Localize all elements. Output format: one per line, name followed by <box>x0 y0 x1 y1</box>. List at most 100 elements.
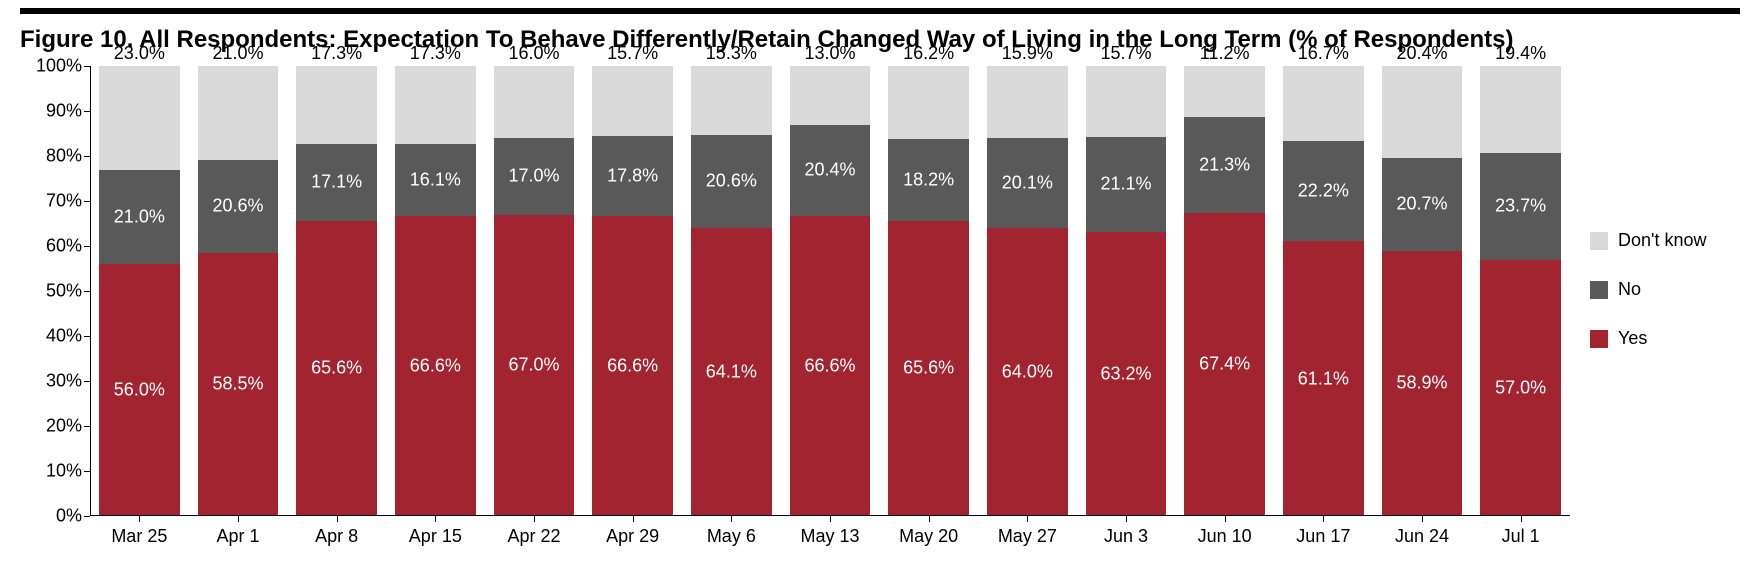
x-tick-label: May 13 <box>800 526 859 547</box>
y-axis: 0%10%20%30%40%50%60%70%80%90%100% <box>0 66 90 516</box>
x-tick-mark <box>731 516 732 522</box>
bar-value-label: 15.7% <box>592 43 673 64</box>
legend-label: Yes <box>1618 328 1647 349</box>
bars-layer: 56.0% 21.0% 23.0% 58.5% 20.6% 21.0% 65.6%17.1%… <box>90 66 1570 516</box>
bar-value-label: 23.7% <box>1480 196 1561 217</box>
bar-value-label: 57.0% <box>1480 377 1561 398</box>
bar-value-label: 15.3% <box>691 43 772 64</box>
x-tick-label: Apr 8 <box>315 526 358 547</box>
bar-group: 65.6%17.1%17.3% <box>296 66 377 516</box>
bar-group: 56.0% 21.0% 23.0% <box>99 66 180 516</box>
y-tick-label: 0% <box>56 506 82 527</box>
x-tick-mark <box>1225 516 1226 522</box>
bar-segment-dont_know: 15.3% <box>691 66 772 135</box>
bar-segment-yes: 56.0% <box>99 264 180 516</box>
x-tick-mark <box>534 516 535 522</box>
bar-segment-dont_know: 15.9% <box>987 66 1068 138</box>
bar-group: 64.1% 20.6% 15.3% <box>691 66 772 516</box>
bar-value-label: 17.0% <box>494 166 575 187</box>
bar-value-label: 21.0% <box>99 206 180 227</box>
bar-group: 66.6%16.1%17.3% <box>395 66 476 516</box>
x-tick-mark <box>238 516 239 522</box>
bar-segment-no: 21.0% <box>99 170 180 265</box>
bar-segment-no: 21.3% <box>1184 117 1265 213</box>
x-tick-label: May 27 <box>998 526 1057 547</box>
bar-segment-dont_know: 23.0% <box>99 66 180 170</box>
y-tick-label: 100% <box>36 56 82 77</box>
bar-segment-no: 20.6% <box>691 135 772 228</box>
x-tick-mark <box>830 516 831 522</box>
bar-segment-yes: 67.0% <box>494 215 575 517</box>
bar-segment-no: 16.1% <box>395 144 476 216</box>
bar-value-label: 61.1% <box>1283 368 1364 389</box>
x-axis: Mar 25Apr 1Apr 8Apr 15Apr 22Apr 29May 6M… <box>90 516 1570 556</box>
y-tick-label: 10% <box>46 461 82 482</box>
legend-item-yes: Yes <box>1590 328 1750 349</box>
bar-value-label: 63.2% <box>1086 363 1167 384</box>
y-tick-label: 30% <box>46 371 82 392</box>
bar-value-label: 65.6% <box>296 358 377 379</box>
bar-value-label: 22.2% <box>1283 181 1364 202</box>
bar-group: 65.6% 18.2% 16.2% <box>888 66 969 516</box>
bar-value-label: 56.0% <box>99 380 180 401</box>
bar-value-label: 20.6% <box>691 171 772 192</box>
bar-value-label: 16.0% <box>494 43 575 64</box>
bar-segment-dont_know: 16.2% <box>888 66 969 139</box>
x-tick-mark <box>139 516 140 522</box>
x-tick-label: Apr 15 <box>409 526 462 547</box>
bar-group: 57.0%23.7%19.4% <box>1480 66 1561 516</box>
plot-area: 56.0% 21.0% 23.0% 58.5% 20.6% 21.0% 65.6%17.1%… <box>90 66 1570 516</box>
bar-value-label: 21.3% <box>1184 154 1265 175</box>
x-tick-label: May 20 <box>899 526 958 547</box>
bar-value-label: 13.0% <box>790 43 871 64</box>
bar-value-label: 15.7% <box>1086 43 1167 64</box>
bar-value-label: 20.1% <box>987 172 1068 193</box>
bar-segment-no: 20.6% <box>198 160 279 253</box>
bar-value-label: 64.0% <box>987 362 1068 383</box>
bar-value-label: 11.2% <box>1184 43 1265 64</box>
x-tick-mark <box>1422 516 1423 522</box>
bar-value-label: 23.0% <box>99 43 180 64</box>
bar-value-label: 67.0% <box>494 355 575 376</box>
bar-group: 66.6%20.4%13.0% <box>790 66 871 516</box>
x-tick-label: Apr 1 <box>216 526 259 547</box>
bar-value-label: 64.1% <box>691 361 772 382</box>
x-tick-mark <box>1521 516 1522 522</box>
x-tick-mark <box>633 516 634 522</box>
bar-segment-no: 20.7% <box>1382 158 1463 251</box>
bar-segment-dont_know: 15.7% <box>1086 66 1167 137</box>
bar-segment-yes: 67.4% <box>1184 213 1265 516</box>
x-tick-mark <box>337 516 338 522</box>
bar-segment-yes: 66.6% <box>395 216 476 516</box>
bar-segment-yes: 57.0% <box>1480 260 1561 517</box>
bar-value-label: 58.5% <box>198 374 279 395</box>
bar-value-label: 20.7% <box>1382 194 1463 215</box>
bar-segment-no: 17.8% <box>592 136 673 216</box>
x-tick-label: Mar 25 <box>111 526 167 547</box>
bar-value-label: 58.9% <box>1382 373 1463 394</box>
x-tick-mark <box>1027 516 1028 522</box>
bar-value-label: 18.2% <box>888 169 969 190</box>
bar-segment-no: 23.7% <box>1480 153 1561 260</box>
bar-value-label: 66.6% <box>790 356 871 377</box>
x-tick-mark <box>1126 516 1127 522</box>
bar-group: 61.1%22.2%16.7% <box>1283 66 1364 516</box>
bar-value-label: 67.4% <box>1184 354 1265 375</box>
bar-segment-dont_know: 11.2% <box>1184 66 1265 116</box>
bar-segment-yes: 64.0% <box>987 228 1068 516</box>
bar-segment-dont_know: 17.3% <box>395 66 476 144</box>
bar-segment-yes: 64.1% <box>691 228 772 516</box>
figure-container: Figure 10. All Respondents: Expectation … <box>0 0 1760 570</box>
bar-segment-dont_know: 17.3% <box>296 66 377 144</box>
bar-segment-dont_know: 16.0% <box>494 66 575 138</box>
bar-value-label: 20.4% <box>790 160 871 181</box>
bar-segment-no: 20.4% <box>790 125 871 217</box>
bar-segment-no: 17.0% <box>494 138 575 215</box>
bar-value-label: 65.6% <box>888 358 969 379</box>
bar-segment-no: 18.2% <box>888 139 969 221</box>
y-tick-label: 80% <box>46 146 82 167</box>
top-rule <box>20 8 1740 14</box>
x-tick-label: Apr 29 <box>606 526 659 547</box>
bar-group: 58.5%20.6%21.0% <box>198 66 279 516</box>
bar-value-label: 16.7% <box>1283 43 1364 64</box>
